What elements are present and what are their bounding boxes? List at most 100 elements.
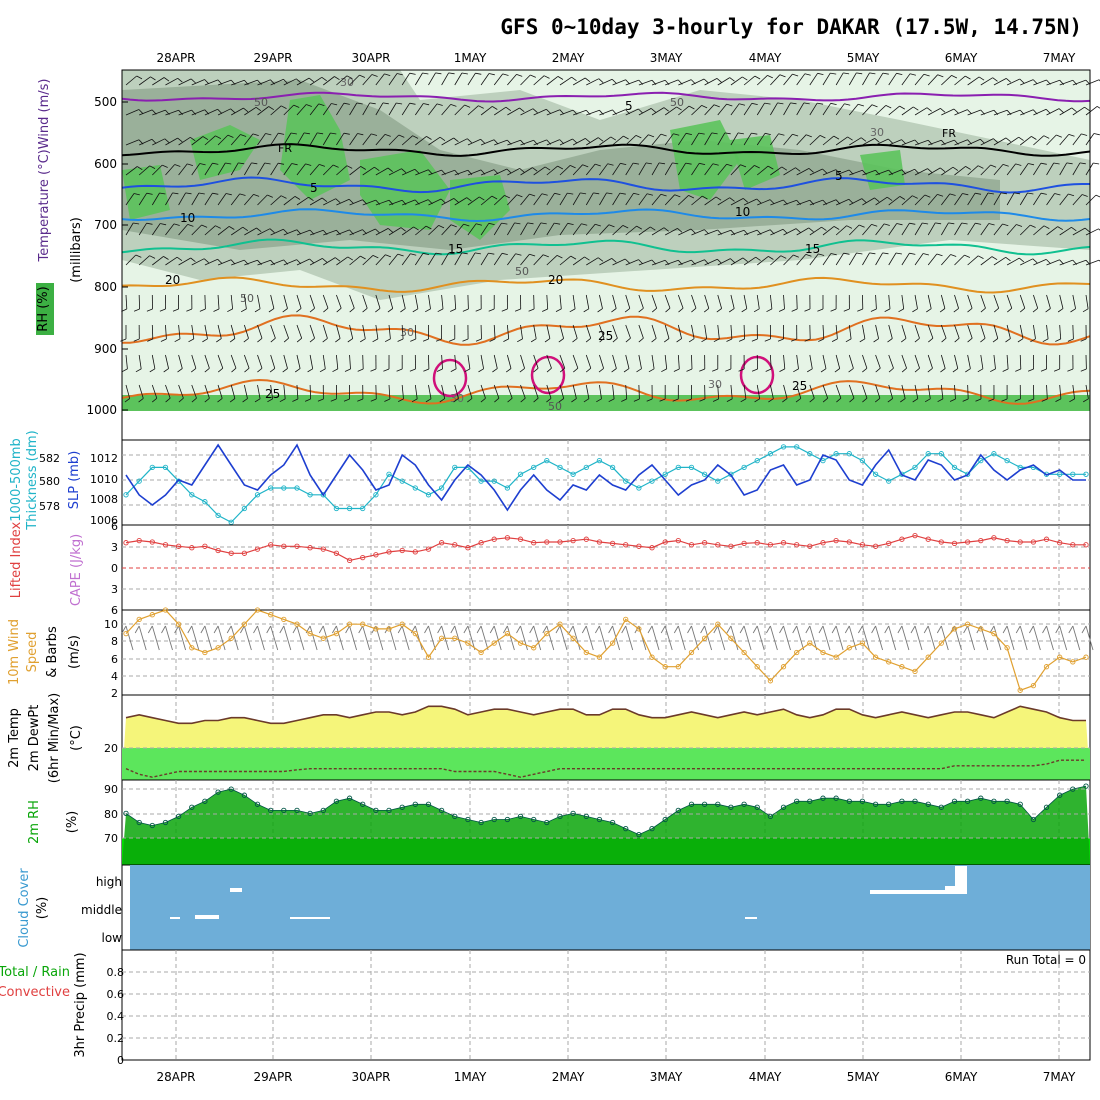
data-point	[846, 798, 852, 804]
barb-flag	[712, 163, 719, 166]
wind-barb	[506, 384, 513, 403]
barb-flag	[331, 103, 338, 106]
wind-barb	[1072, 625, 1081, 651]
wind-barb	[450, 625, 456, 634]
data-point	[1083, 654, 1089, 660]
barb-shaft	[559, 294, 562, 309]
barb-flag	[422, 338, 429, 342]
barb-shaft	[572, 192, 581, 206]
barb-flag	[347, 256, 354, 261]
barb-shaft	[625, 79, 639, 86]
wind-barb	[858, 625, 863, 634]
data-point	[872, 543, 879, 549]
barb-flag	[344, 368, 351, 372]
wind-barb	[699, 354, 706, 372]
barb-shaft	[178, 354, 183, 369]
barb-shaft	[559, 165, 571, 176]
barb-shaft	[520, 222, 528, 236]
barb-shaft	[428, 384, 432, 399]
barb-flag	[543, 75, 550, 79]
barb-flag	[1081, 194, 1088, 197]
barb-shaft	[1006, 192, 1015, 206]
data-point	[649, 654, 655, 660]
barb-flag	[1095, 194, 1100, 198]
barb-flag	[980, 337, 986, 343]
barb-shaft	[730, 324, 733, 340]
wind-barb	[453, 384, 459, 403]
barb-flag	[546, 109, 551, 114]
rh2m-tick-label: 80	[104, 808, 118, 821]
barb-flag	[159, 192, 166, 195]
barb-shaft	[1019, 294, 1026, 309]
barb-shaft	[493, 384, 500, 399]
barb-flag	[764, 132, 771, 135]
wind-barb	[585, 223, 601, 236]
barb-shaft	[244, 259, 258, 266]
barb-shaft	[888, 196, 901, 206]
wind-barb	[927, 625, 936, 651]
wind-barb	[125, 75, 143, 86]
barb-shaft	[1059, 107, 1073, 116]
data-point	[215, 645, 221, 651]
barb-shaft	[585, 294, 590, 309]
barb-flag	[251, 162, 258, 165]
wind-barb	[796, 102, 810, 116]
wind-barb	[349, 133, 364, 146]
barb-flag	[935, 222, 942, 225]
wind-barb	[608, 625, 613, 634]
wind-barb	[412, 294, 419, 313]
barb-shaft	[467, 72, 476, 86]
barb-shaft	[336, 75, 348, 86]
barb-shaft	[677, 294, 684, 309]
wind-barb	[927, 253, 943, 266]
barb-flag	[778, 133, 785, 136]
wind-barb	[349, 102, 363, 116]
barb-shaft	[493, 253, 503, 266]
barb-shaft	[244, 227, 257, 236]
barb-flag	[754, 165, 760, 169]
wind-barb	[739, 625, 745, 634]
data-point	[175, 813, 182, 820]
wind-barb	[980, 223, 995, 236]
barb-flag	[334, 76, 340, 81]
barb-shaft	[244, 194, 254, 206]
barb-shaft	[217, 162, 226, 176]
wind-barb	[375, 134, 391, 146]
precip-panel: Run Total = 00.80.60.40.20	[107, 949, 1091, 1067]
wind-barb	[901, 252, 916, 266]
barb-shaft	[204, 225, 216, 236]
barb-shaft	[888, 294, 891, 309]
barb-flag	[461, 252, 468, 255]
barb-shaft	[507, 222, 515, 236]
barb-shaft	[796, 227, 810, 236]
data-point	[412, 630, 418, 637]
barb-flag	[927, 168, 933, 173]
barb-flag	[177, 137, 183, 143]
barb-flag	[1082, 308, 1089, 313]
barb-shaft	[244, 106, 257, 116]
barb-flag	[542, 308, 548, 312]
dewpoint-fill	[122, 748, 1090, 780]
top-date-label: 2MAY	[552, 51, 585, 65]
barb-shaft	[993, 137, 1007, 146]
barb-shaft	[546, 76, 559, 86]
wind-barb	[941, 75, 958, 86]
barb-shaft	[993, 223, 1003, 236]
barb-shaft	[770, 102, 778, 116]
barb-shaft	[835, 136, 848, 146]
barb-flag	[729, 197, 735, 202]
data-point	[886, 659, 892, 665]
barb-shaft	[783, 167, 796, 176]
barb-flag	[412, 135, 419, 139]
wind-barb	[871, 625, 876, 634]
wind-barb	[1041, 384, 1048, 402]
data-point	[872, 801, 879, 807]
pressure-tick-label: 800	[94, 280, 117, 294]
barb-flag	[701, 338, 707, 343]
barb-shaft	[178, 78, 192, 86]
barb-flag	[474, 252, 481, 255]
barb-flag	[751, 102, 758, 105]
wind-barb	[400, 294, 406, 313]
wind-barb	[862, 104, 878, 116]
